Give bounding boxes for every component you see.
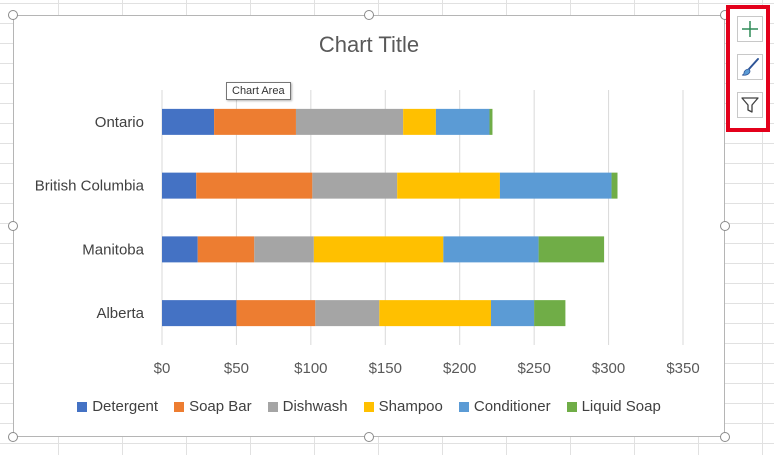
- chart-area[interactable]: [13, 15, 725, 437]
- filter-icon: [741, 97, 759, 113]
- bar-segment[interactable]: [312, 172, 398, 199]
- resize-handle-ml[interactable]: [8, 221, 18, 231]
- legend-swatch: [77, 401, 88, 412]
- bar-segment[interactable]: [196, 172, 313, 199]
- bar-segment[interactable]: [499, 172, 612, 199]
- legend-label: Conditioner: [473, 398, 551, 415]
- legend-label: Liquid Soap: [581, 398, 661, 415]
- chart-legend[interactable]: Detergent Soap Bar Dishwash Shampoo Conditio…: [13, 398, 725, 415]
- bar-segment[interactable]: [254, 236, 314, 263]
- bar-segment[interactable]: [397, 172, 500, 199]
- legend-swatch: [566, 401, 577, 412]
- legend-item[interactable]: Shampoo: [363, 398, 443, 415]
- legend-item[interactable]: Soap Bar: [174, 398, 252, 415]
- category-label: Alberta: [96, 305, 144, 322]
- category-label: Manitoba: [82, 241, 144, 258]
- bar-segment[interactable]: [162, 300, 237, 327]
- bar-segment[interactable]: [315, 300, 380, 327]
- category-label: Ontario: [95, 114, 144, 131]
- legend-label: Shampoo: [378, 398, 443, 415]
- bar-segment[interactable]: [313, 236, 444, 263]
- bar-segment[interactable]: [435, 108, 490, 135]
- bar-segment[interactable]: [214, 108, 296, 135]
- x-tick-label: $100: [294, 360, 327, 377]
- legend-item[interactable]: Dishwash: [267, 398, 348, 415]
- category-label: British Columbia: [35, 178, 145, 195]
- legend-item[interactable]: Conditioner: [458, 398, 551, 415]
- resize-handle-bl[interactable]: [8, 432, 18, 442]
- bar-segment[interactable]: [489, 108, 493, 135]
- bar-segment[interactable]: [236, 300, 316, 327]
- brush-icon: [741, 58, 759, 76]
- bar-segment[interactable]: [162, 172, 197, 199]
- x-tick-label: $0: [154, 360, 171, 377]
- legend-label: Detergent: [92, 398, 159, 415]
- chart-elements-button[interactable]: [737, 16, 763, 42]
- bar-segment[interactable]: [534, 300, 566, 327]
- resize-handle-mr[interactable]: [720, 221, 730, 231]
- bar-segment[interactable]: [443, 236, 539, 263]
- x-tick-label: $150: [369, 360, 402, 377]
- legend-item[interactable]: Liquid Soap: [566, 398, 661, 415]
- bar-segment[interactable]: [162, 108, 215, 135]
- chart-styles-button[interactable]: [737, 54, 763, 80]
- legend-swatch: [174, 401, 185, 412]
- bar-segment[interactable]: [403, 108, 436, 135]
- x-tick-label: $200: [443, 360, 476, 377]
- bar-segment[interactable]: [197, 236, 255, 263]
- bar-segment[interactable]: [538, 236, 605, 263]
- legend-label: Soap Bar: [189, 398, 252, 415]
- legend-swatch: [267, 401, 278, 412]
- bar-segment[interactable]: [162, 236, 198, 263]
- bar-segment[interactable]: [295, 108, 404, 135]
- legend-swatch: [363, 401, 374, 412]
- legend-swatch: [458, 401, 469, 412]
- bar-segment[interactable]: [379, 300, 491, 327]
- x-tick-label: $300: [592, 360, 625, 377]
- x-tick-label: $250: [517, 360, 550, 377]
- resize-handle-tc[interactable]: [364, 10, 374, 20]
- x-tick-label: $50: [224, 360, 249, 377]
- x-tick-label: $350: [666, 360, 699, 377]
- plus-icon: [742, 21, 758, 37]
- legend-label: Dishwash: [282, 398, 348, 415]
- chart-area-tooltip: Chart Area: [226, 82, 291, 100]
- chart-filters-button[interactable]: [737, 92, 763, 118]
- resize-handle-br[interactable]: [720, 432, 730, 442]
- legend-item[interactable]: Detergent: [77, 398, 158, 415]
- resize-handle-tl[interactable]: [8, 10, 18, 20]
- chart-side-buttons: [726, 5, 770, 132]
- chart-title[interactable]: Chart Title: [318, 32, 420, 57]
- resize-handle-bc[interactable]: [364, 432, 374, 442]
- bar-segment[interactable]: [611, 172, 618, 199]
- bar-segment[interactable]: [490, 300, 535, 327]
